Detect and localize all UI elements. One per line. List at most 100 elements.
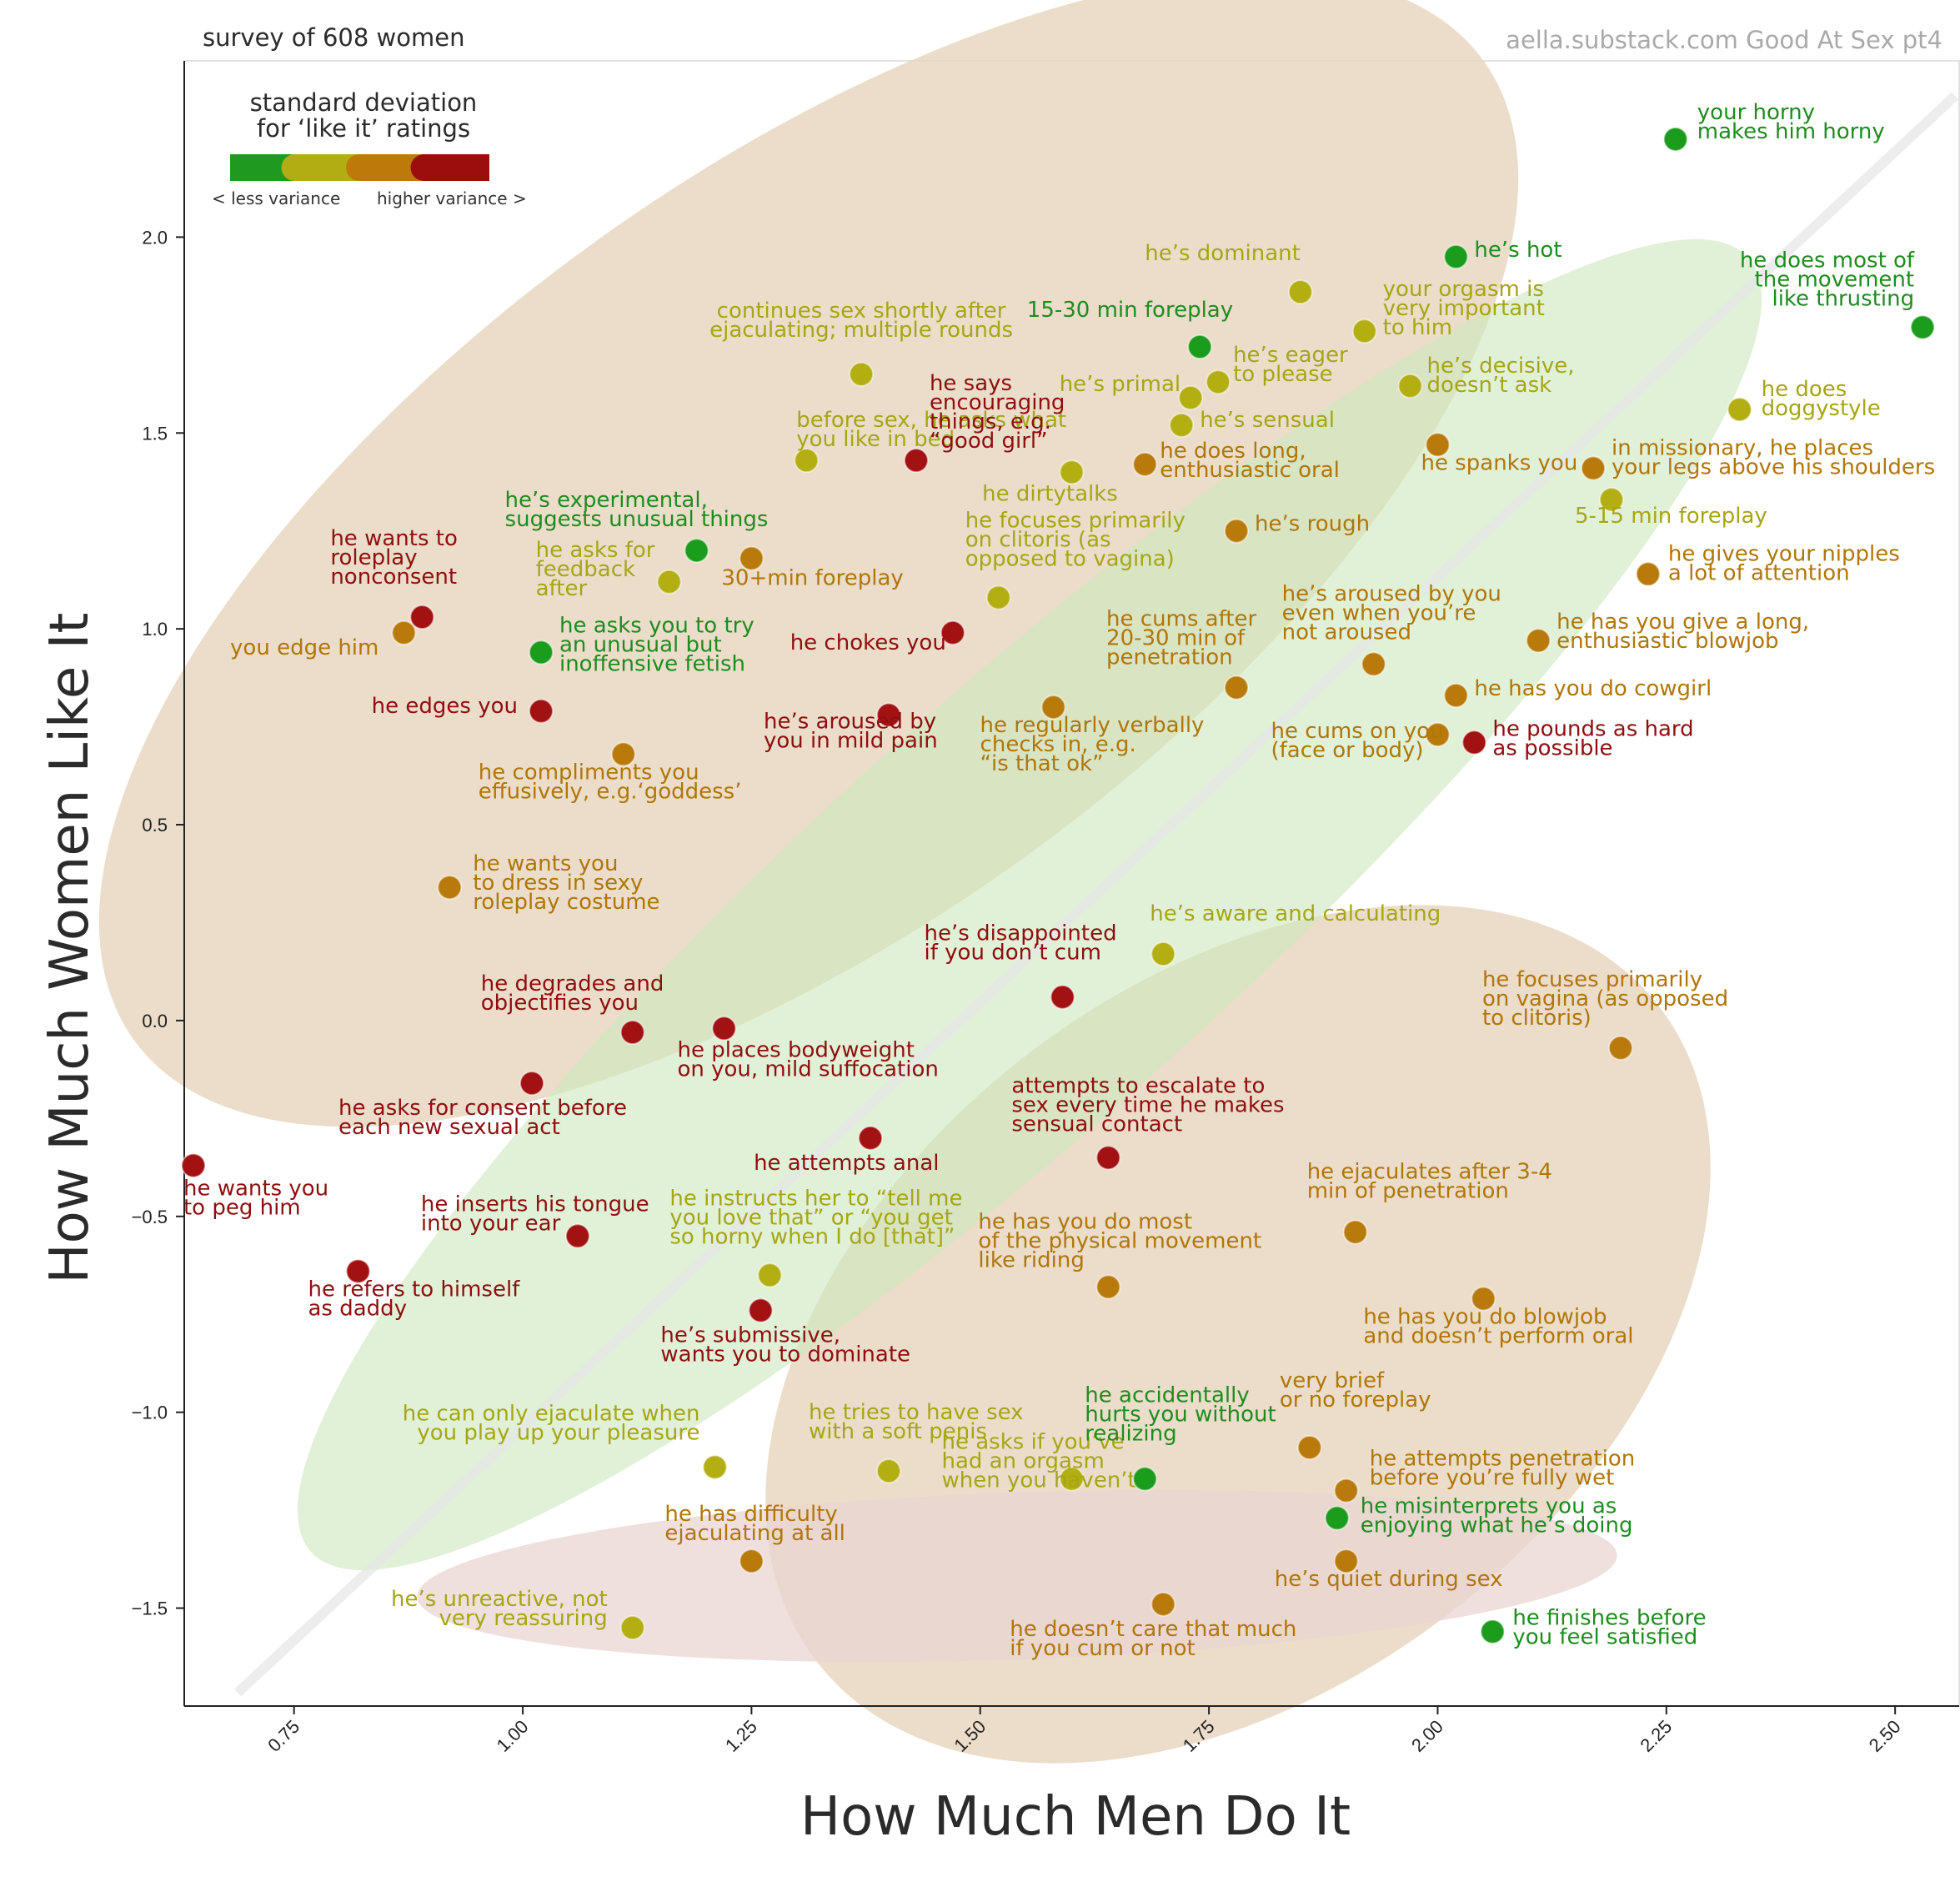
point-label: min of penetration	[1307, 1179, 1509, 1204]
point-label: he gives your nipples	[1668, 541, 1900, 566]
point-label: opposed to vagina)	[965, 547, 1175, 572]
data-point: he’s decisive,doesn’t ask	[1397, 354, 1575, 399]
point-label: and doesn’t perform oral	[1363, 1323, 1633, 1348]
point-marker	[1581, 455, 1607, 481]
legend-title-line1: standard deviation	[250, 88, 478, 117]
point-marker	[849, 361, 875, 387]
y-tick-label: −1.5	[132, 1598, 168, 1619]
point-marker	[656, 569, 682, 595]
point-label: 5-15 min foreplay	[1575, 504, 1767, 529]
point-label: on clitoris (as	[965, 528, 1111, 553]
point-label: realizing	[1085, 1422, 1176, 1447]
data-point: 30+min foreplay	[721, 545, 904, 591]
point-marker	[702, 1454, 728, 1480]
point-label: your orgasm is	[1383, 277, 1544, 302]
point-label: a lot of attention	[1668, 560, 1850, 585]
point-label: he focuses primarily	[965, 509, 1186, 534]
point-marker	[1040, 695, 1066, 720]
data-point: he dirtytalks	[982, 459, 1118, 506]
point-label: to dress in sexy	[473, 871, 643, 896]
point-label: he ejaculates after 3-4	[1307, 1160, 1552, 1185]
point-label: he has you do blowjob	[1363, 1304, 1607, 1329]
point-marker	[1443, 683, 1469, 709]
point-marker	[1480, 1618, 1506, 1644]
point-marker	[1059, 1466, 1085, 1492]
point-label: as daddy	[308, 1297, 408, 1322]
y-axis-title: How Much Women Like It	[39, 612, 101, 1283]
point-label: he’s aroused by	[764, 710, 936, 735]
point-label: he asks for	[536, 538, 655, 563]
point-label: very reassuring	[439, 1606, 607, 1631]
point-label: he’s primal	[1060, 372, 1181, 397]
point-label: of the physical movement	[978, 1228, 1261, 1253]
point-label: he has you do most	[978, 1209, 1192, 1234]
point-label: he regularly verbally	[980, 713, 1205, 738]
point-marker	[1342, 1219, 1368, 1245]
point-marker	[345, 1258, 371, 1284]
point-label: he has difficulty	[664, 1502, 837, 1527]
point-label: sensual contact	[1011, 1112, 1182, 1137]
point-label: he places bodyweight	[677, 1037, 914, 1062]
point-label: roleplay costume	[473, 890, 659, 915]
y-tick-label: 0.5	[142, 815, 168, 836]
point-label: he edges you	[372, 694, 518, 719]
point-marker	[1296, 1434, 1322, 1460]
trend-line	[233, 92, 1959, 1697]
point-label: doesn’t ask	[1427, 373, 1552, 398]
point-label: like riding	[978, 1247, 1084, 1272]
x-tick-label: 2.25	[1636, 1716, 1676, 1756]
ellipse-upper-left	[98, 0, 1519, 1127]
point-marker	[1150, 1591, 1176, 1617]
cluster-ellipses	[98, 0, 1762, 1764]
point-label: he attempts anal	[754, 1151, 939, 1176]
point-label: you like in bed	[796, 427, 955, 452]
point-label: in missionary, he places	[1612, 436, 1873, 461]
data-point: he attempts anal	[754, 1125, 940, 1176]
y-tick-label: 0.0	[142, 1011, 168, 1031]
legend: standard deviation for ‘like it’ ratings…	[212, 88, 527, 208]
point-marker	[903, 448, 929, 474]
point-label: he cums on you	[1271, 719, 1443, 744]
point-label: if you cum or not	[1010, 1636, 1196, 1661]
point-label: doggystyle	[1762, 396, 1881, 421]
point-label: things, e.g.	[930, 409, 1051, 434]
point-label: with a soft penis	[809, 1419, 987, 1444]
point-marker	[1333, 1548, 1359, 1574]
point-marker	[1324, 1505, 1350, 1531]
point-marker	[1178, 384, 1204, 410]
point-marker	[1361, 651, 1386, 677]
point-label: so horny when I do [that]”	[669, 1224, 955, 1249]
x-tick-label: 1.25	[721, 1716, 761, 1756]
point-label: he wants you	[473, 851, 618, 876]
point-marker	[748, 1297, 774, 1323]
point-marker	[1461, 730, 1487, 755]
point-marker	[1662, 126, 1688, 152]
point-label: he pounds as hard	[1492, 716, 1693, 741]
point-marker	[1471, 1286, 1496, 1312]
point-label: your horny	[1697, 100, 1815, 125]
y-tick-label: 1.5	[142, 423, 168, 444]
point-label: he wants to	[330, 526, 458, 551]
point-label: roleplay	[330, 545, 417, 570]
legend-swatch-blend	[281, 154, 308, 181]
point-label: he asks you to try	[559, 613, 754, 638]
legend-swatch-blend	[346, 154, 373, 181]
x-tick-label: 0.75	[263, 1716, 303, 1756]
point-label: he degrades and	[481, 971, 664, 996]
